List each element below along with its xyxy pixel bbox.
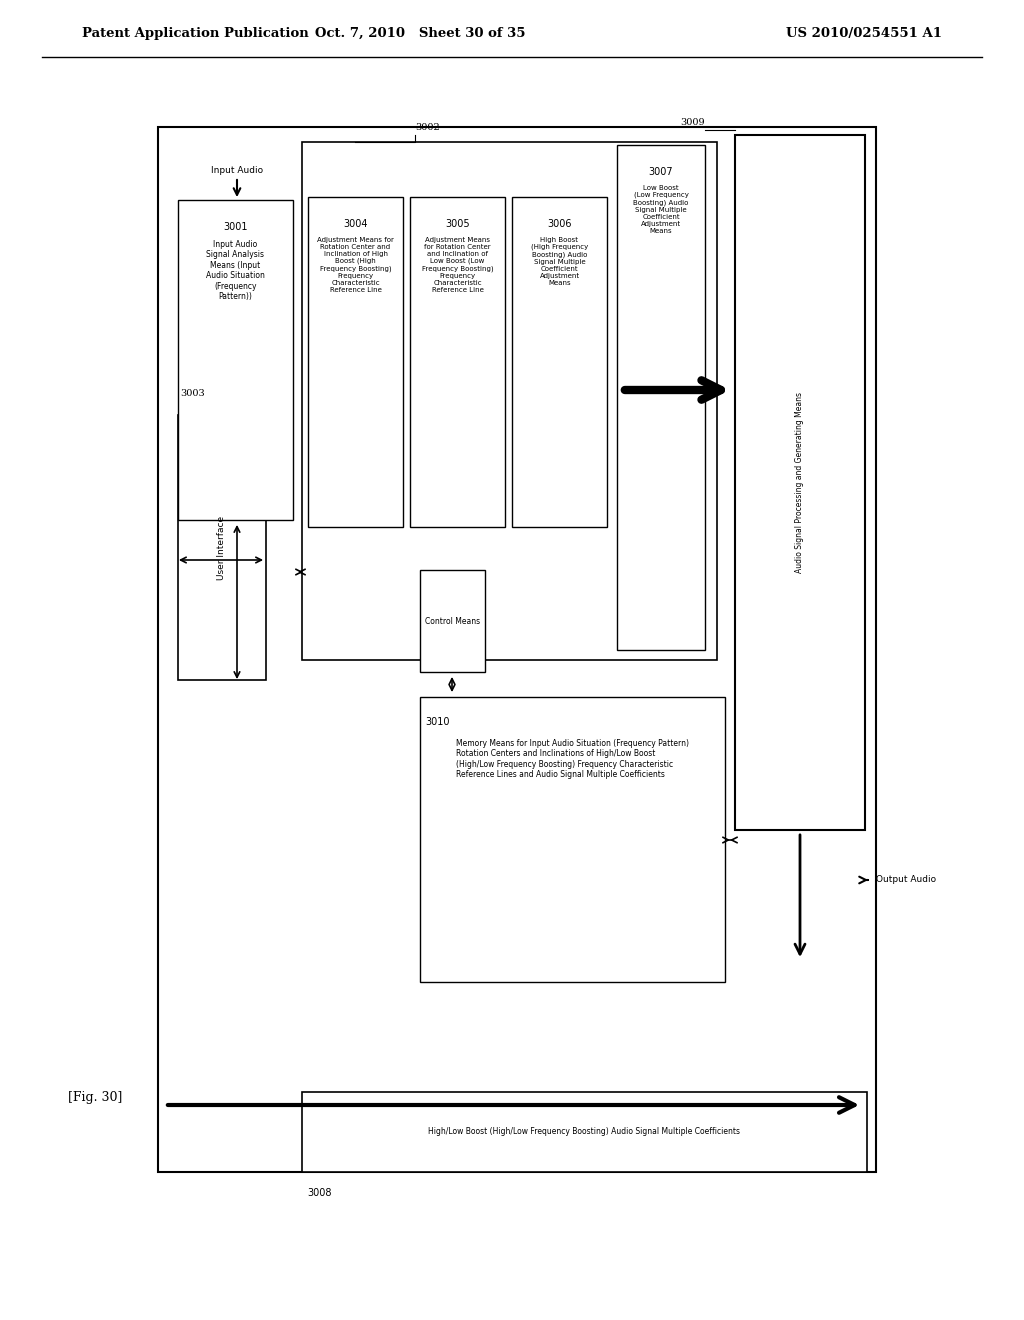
Text: 3009: 3009	[680, 117, 705, 127]
Text: Memory Means for Input Audio Situation (Frequency Pattern)
Rotation Centers and : Memory Means for Input Audio Situation (…	[456, 739, 689, 779]
Bar	[512, 197, 607, 527]
Text: Adjustment Means for
Rotation Center and
Inclination of High
Boost (High
Frequen: Adjustment Means for Rotation Center and…	[317, 238, 394, 293]
Bar	[158, 127, 876, 1172]
Bar	[410, 197, 505, 527]
Text: High Boost
(High Frequency
Boosting) Audio
Signal Multiple
Coefficient
Adjustmen: High Boost (High Frequency Boosting) Aud…	[530, 238, 588, 286]
Text: Oct. 7, 2010   Sheet 30 of 35: Oct. 7, 2010 Sheet 30 of 35	[314, 26, 525, 40]
Text: 3007: 3007	[648, 168, 674, 177]
Text: Audio Signal Processing and Generating Means: Audio Signal Processing and Generating M…	[796, 392, 805, 573]
Text: User Interface: User Interface	[217, 515, 226, 579]
Bar	[735, 135, 865, 830]
Text: 3006: 3006	[547, 219, 571, 228]
Text: 3002: 3002	[415, 123, 439, 132]
Text: 3008: 3008	[307, 1188, 332, 1199]
Bar	[420, 570, 485, 672]
Text: Low Boost
(Low Frequency
Boosting) Audio
Signal Multiple
Coefficient
Adjustment
: Low Boost (Low Frequency Boosting) Audio…	[633, 185, 689, 234]
Text: Adjustment Means
for Rotation Center
and Inclination of
Low Boost (Low
Frequency: Adjustment Means for Rotation Center and…	[422, 238, 494, 293]
Bar	[178, 201, 293, 520]
Text: Patent Application Publication: Patent Application Publication	[82, 26, 309, 40]
Text: Control Means: Control Means	[425, 616, 480, 626]
Text: 3001: 3001	[223, 222, 248, 232]
Text: 3004: 3004	[343, 219, 368, 228]
Text: Input Audio: Input Audio	[211, 166, 263, 176]
Bar	[302, 143, 717, 660]
Bar	[308, 197, 403, 527]
Text: Output Audio: Output Audio	[876, 875, 936, 884]
Text: High/Low Boost (High/Low Frequency Boosting) Audio Signal Multiple Coefficients: High/Low Boost (High/Low Frequency Boost…	[428, 1127, 740, 1137]
Text: US 2010/0254551 A1: US 2010/0254551 A1	[786, 26, 942, 40]
Text: Input Audio
Signal Analysis
Means (Input
Audio Situation
(Frequency
Pattern)): Input Audio Signal Analysis Means (Input…	[206, 240, 265, 301]
Bar	[420, 697, 725, 982]
Bar	[617, 145, 705, 649]
Text: 3003: 3003	[180, 389, 205, 399]
Text: 3010: 3010	[425, 717, 450, 727]
Text: [Fig. 30]: [Fig. 30]	[68, 1092, 123, 1105]
Bar	[302, 1092, 867, 1172]
Bar	[178, 414, 266, 680]
Text: 3005: 3005	[445, 219, 470, 228]
